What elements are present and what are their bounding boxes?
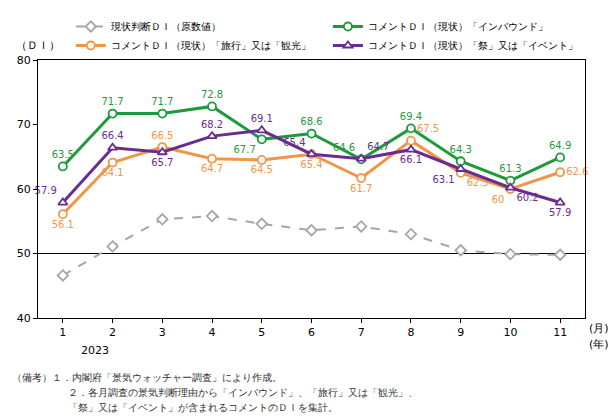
svg-text:コメントＤＩ（現状）「インバウンド」: コメントＤＩ（現状）「インバウンド」 — [368, 21, 548, 32]
svg-text:8: 8 — [407, 326, 414, 339]
svg-text:9: 9 — [457, 326, 464, 339]
svg-text:50: 50 — [17, 247, 31, 260]
svg-text:（備考）１．内閣府「景気ウォッチャー調査」により作成。: （備考）１．内閣府「景気ウォッチャー調査」により作成。 — [12, 372, 282, 383]
svg-text:64.5: 64.5 — [251, 164, 273, 175]
svg-text:5: 5 — [258, 326, 265, 339]
svg-text:57.9: 57.9 — [549, 207, 571, 218]
svg-text:67.7: 67.7 — [234, 144, 256, 155]
svg-text:11: 11 — [553, 326, 567, 339]
svg-text:64.9: 64.9 — [549, 140, 571, 151]
svg-text:71.7: 71.7 — [101, 96, 123, 107]
svg-text:２．各月調査の景気判断理由から「インバウンド」、「旅行」又は: ２．各月調査の景気判断理由から「インバウンド」、「旅行」又は「観光」、 — [68, 387, 418, 398]
svg-text:63.1: 63.1 — [432, 174, 454, 185]
svg-text:63.5: 63.5 — [52, 149, 74, 160]
svg-text:66.4: 66.4 — [101, 130, 123, 141]
svg-text:65.4: 65.4 — [283, 137, 305, 148]
svg-text:60: 60 — [17, 183, 31, 196]
svg-text:64.7: 64.7 — [201, 163, 223, 174]
svg-text:57.9: 57.9 — [35, 185, 57, 196]
svg-text:2: 2 — [109, 326, 116, 339]
svg-text:現状判断ＤＩ（原数値）: 現状判断ＤＩ（原数値） — [111, 21, 221, 32]
svg-text:4: 4 — [209, 326, 216, 339]
svg-text:3: 3 — [159, 326, 166, 339]
svg-text:（ＤＩ）: （ＤＩ） — [16, 39, 60, 52]
svg-text:(月): (月) — [589, 322, 609, 335]
svg-text:コメントＤＩ（現状）「祭」又は「イベント」: コメントＤＩ（現状）「祭」又は「イベント」 — [368, 40, 578, 51]
svg-text:67.5: 67.5 — [417, 123, 439, 134]
svg-text:71.7: 71.7 — [151, 96, 173, 107]
svg-text:65.4: 65.4 — [300, 159, 322, 170]
svg-text:61.3: 61.3 — [499, 163, 521, 174]
svg-text:64.6: 64.6 — [333, 142, 355, 153]
svg-text:62.5: 62.5 — [467, 177, 489, 188]
svg-text:「祭」又は「イベント」が含まれるコメントのＤＩを集計。: 「祭」又は「イベント」が含まれるコメントのＤＩを集計。 — [68, 402, 338, 413]
svg-text:70: 70 — [17, 118, 31, 131]
svg-text:6: 6 — [308, 326, 315, 339]
svg-text:68.6: 68.6 — [300, 116, 322, 127]
svg-text:64.1: 64.1 — [101, 167, 123, 178]
svg-text:72.8: 72.8 — [201, 89, 223, 100]
svg-text:コメントＤＩ（現状）「旅行」又は「観光」: コメントＤＩ（現状）「旅行」又は「観光」 — [111, 40, 311, 51]
svg-text:60.2: 60.2 — [516, 192, 538, 203]
svg-text:1: 1 — [59, 326, 66, 339]
svg-text:10: 10 — [503, 326, 517, 339]
svg-text:68.2: 68.2 — [201, 119, 223, 130]
svg-text:(年): (年) — [589, 338, 609, 351]
svg-text:62.6: 62.6 — [566, 166, 588, 177]
svg-text:2023: 2023 — [81, 344, 109, 357]
svg-text:61.7: 61.7 — [350, 183, 372, 194]
svg-text:69.4: 69.4 — [400, 111, 422, 122]
svg-text:69.1: 69.1 — [251, 113, 273, 124]
svg-text:64.3: 64.3 — [450, 144, 472, 155]
svg-text:80: 80 — [17, 54, 31, 67]
svg-text:7: 7 — [358, 326, 365, 339]
svg-text:56.1: 56.1 — [52, 219, 74, 230]
svg-text:40: 40 — [17, 312, 31, 325]
svg-text:64.7: 64.7 — [367, 141, 389, 152]
svg-text:66.1: 66.1 — [400, 154, 422, 165]
svg-text:60: 60 — [492, 194, 505, 205]
svg-text:65.7: 65.7 — [151, 157, 173, 168]
svg-text:66.5: 66.5 — [151, 130, 173, 141]
